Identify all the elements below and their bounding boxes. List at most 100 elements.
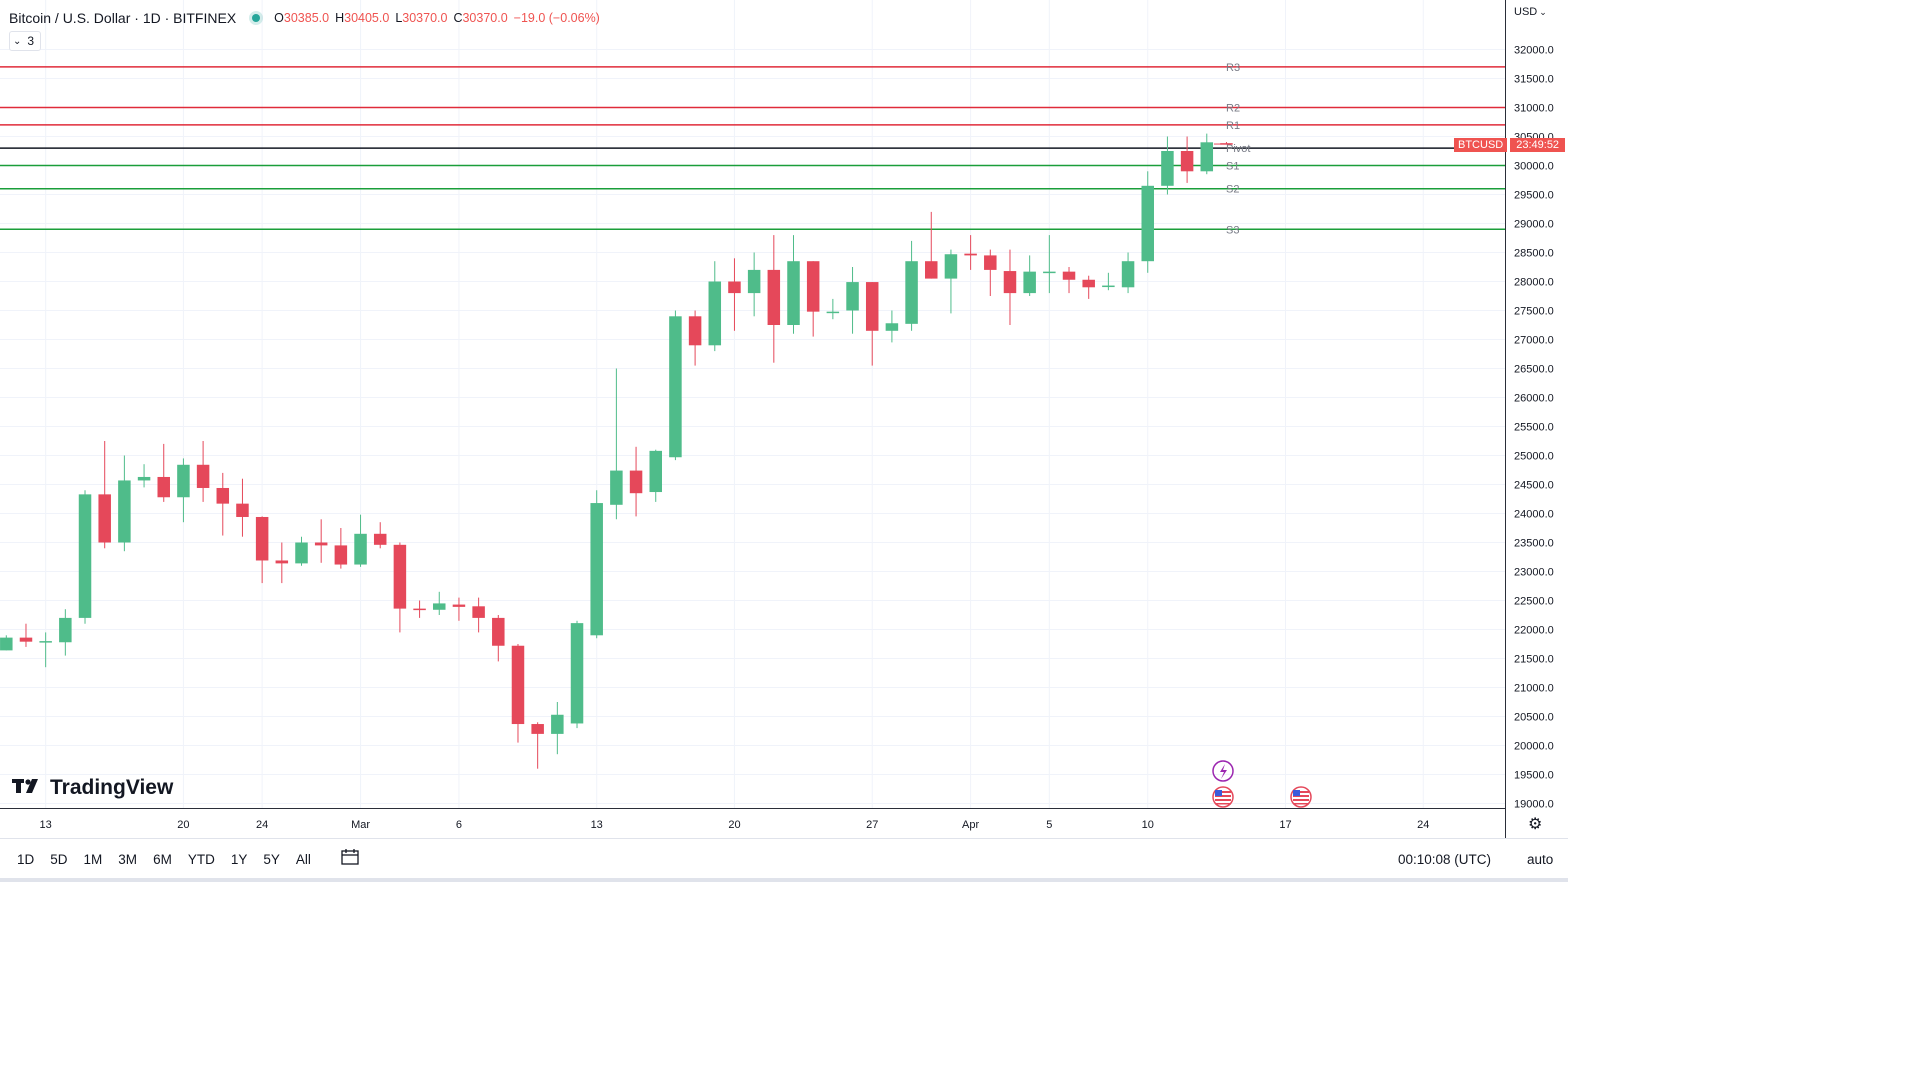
y-tick-label: 19500.0 bbox=[1514, 770, 1554, 782]
candle-body bbox=[1141, 185, 1154, 262]
candle-body bbox=[314, 542, 328, 546]
candle-body bbox=[728, 281, 741, 294]
candle-body bbox=[216, 487, 230, 504]
footer-strip bbox=[0, 878, 1568, 882]
change-value: −19.0 (−0.06%) bbox=[513, 11, 600, 25]
chevron-down-icon: ⌄ bbox=[13, 35, 22, 47]
candle-body bbox=[925, 261, 938, 279]
range-button-5d[interactable]: 5D bbox=[50, 851, 68, 867]
candle-body bbox=[984, 255, 997, 270]
range-button-5y[interactable]: 5Y bbox=[263, 851, 280, 867]
candle-body bbox=[905, 261, 918, 324]
logo-text: TradingView bbox=[50, 776, 174, 799]
y-tick-label: 22500.0 bbox=[1514, 596, 1554, 608]
range-button-ytd[interactable]: YTD bbox=[187, 851, 215, 867]
candle-body bbox=[157, 476, 170, 498]
x-tick-label: 10 bbox=[1142, 819, 1154, 831]
us-flag-event-icon[interactable] bbox=[1212, 786, 1234, 808]
y-tick-label: 25000.0 bbox=[1514, 451, 1554, 463]
candle-body bbox=[39, 641, 52, 643]
range-button-1d[interactable]: 1D bbox=[17, 851, 35, 867]
candle-body bbox=[826, 311, 840, 314]
candle-body bbox=[196, 464, 210, 488]
range-button-1m[interactable]: 1M bbox=[83, 851, 103, 867]
candle-body bbox=[1023, 271, 1036, 294]
candle-body bbox=[629, 470, 643, 494]
candle-body bbox=[767, 269, 781, 325]
axis-layer: 32000.031500.031000.030500.030000.029500… bbox=[0, 0, 1554, 838]
lightning-bolt-shape bbox=[1220, 764, 1227, 779]
candle-body bbox=[118, 480, 131, 543]
symbol-tag: BTCUSD bbox=[1454, 138, 1508, 152]
candle-body bbox=[1003, 271, 1017, 294]
lightning-event-icon[interactable] bbox=[1212, 760, 1234, 782]
events-layer bbox=[1212, 760, 1312, 808]
candle-body bbox=[452, 604, 466, 607]
candlestick-chart[interactable]: R3 R2 R1 Pivot S1 S2 S3 32000.0 31500.0 31000.0 3… bbox=[0, 0, 1568, 882]
level-label-s2: S2 bbox=[1226, 184, 1239, 196]
low-label: L bbox=[395, 11, 403, 25]
symbol-header: Bitcoin / U.S. Dollar · 1D · BITFINEX O3… bbox=[9, 8, 600, 28]
candle-body bbox=[649, 450, 662, 493]
y-tick-label: 27500.0 bbox=[1514, 306, 1554, 318]
candles-layer bbox=[0, 133, 1233, 769]
candle-body bbox=[885, 323, 899, 331]
x-tick-label: 20 bbox=[728, 819, 740, 831]
x-tick-label: Apr bbox=[962, 819, 979, 831]
candle-body bbox=[531, 724, 544, 734]
close-value: 30370.0 bbox=[462, 11, 508, 25]
range-buttons: 1D 5D 1M 3M 6M YTD 1Y 5Y All bbox=[9, 852, 319, 867]
candle-body bbox=[865, 282, 879, 331]
candle-body bbox=[0, 637, 13, 651]
candle-body bbox=[1200, 142, 1214, 172]
indicators-count: 3 bbox=[27, 34, 35, 48]
y-tick-label: 29500.0 bbox=[1514, 190, 1554, 202]
level-label-r3: R3 bbox=[1226, 62, 1240, 74]
candle-body bbox=[944, 254, 958, 279]
bottom-toolbar: 1D 5D 1M 3M 6M YTD 1Y 5Y All 00:10:08 (U… bbox=[0, 838, 1568, 879]
y-tick-label: 24000.0 bbox=[1514, 509, 1554, 521]
indicators-toggle[interactable]: ⌄ 3 bbox=[9, 31, 42, 51]
candle-body bbox=[708, 281, 722, 346]
currency-selector[interactable]: USD ⌄ bbox=[1514, 6, 1547, 18]
utc-clock[interactable]: 00:10:08 (UTC) bbox=[1398, 851, 1492, 867]
tradingview-logo[interactable]: TradingView bbox=[12, 776, 173, 800]
candle-body bbox=[610, 470, 623, 505]
candle-body bbox=[98, 494, 111, 543]
candle-body bbox=[1180, 151, 1194, 172]
low-value: 30370.0 bbox=[402, 11, 448, 25]
symbol-title[interactable]: Bitcoin / U.S. Dollar · 1D · BITFINEX bbox=[9, 10, 237, 26]
calendar-icon[interactable] bbox=[341, 849, 359, 869]
range-button-1y[interactable]: 1Y bbox=[230, 851, 248, 867]
y-tick-label: 21500.0 bbox=[1514, 654, 1554, 666]
level-label-s3: S3 bbox=[1226, 224, 1239, 236]
y-tick-label: 30000.0 bbox=[1514, 161, 1554, 173]
candle-body bbox=[1062, 271, 1076, 280]
range-button-all[interactable]: All bbox=[295, 851, 311, 867]
candle-body bbox=[19, 637, 33, 642]
market-status-dot bbox=[252, 14, 261, 22]
y-tick-label: 27000.0 bbox=[1514, 335, 1554, 347]
level-label-pivot: Pivot bbox=[1226, 143, 1250, 155]
level-label-s1: S1 bbox=[1226, 161, 1239, 173]
grid-layer bbox=[0, 0, 1505, 808]
high-label: H bbox=[335, 11, 345, 25]
y-tick-label: 26500.0 bbox=[1514, 364, 1554, 376]
gear-icon[interactable]: ⚙ bbox=[1528, 816, 1543, 833]
candle-body bbox=[413, 608, 426, 611]
level-label-r2: R2 bbox=[1226, 103, 1240, 115]
candle-body bbox=[806, 261, 820, 312]
candle-body bbox=[511, 645, 525, 725]
y-tick-label: 23000.0 bbox=[1514, 567, 1554, 579]
range-button-6m[interactable]: 6M bbox=[153, 851, 172, 867]
us-flag-event-icon-2[interactable] bbox=[1290, 786, 1312, 808]
x-tick-label: Mar bbox=[351, 819, 370, 831]
y-tick-label: 20000.0 bbox=[1514, 741, 1554, 753]
auto-scale-toggle[interactable]: auto bbox=[1527, 851, 1554, 867]
last-price-tag: BTCUSD 23:49:52 bbox=[1454, 138, 1566, 152]
y-tick-label: 26000.0 bbox=[1514, 393, 1554, 405]
range-button-3m[interactable]: 3M bbox=[118, 851, 138, 867]
level-label-r1: R1 bbox=[1226, 120, 1240, 132]
x-tick-label: 24 bbox=[256, 819, 268, 831]
candle-body bbox=[78, 494, 92, 618]
